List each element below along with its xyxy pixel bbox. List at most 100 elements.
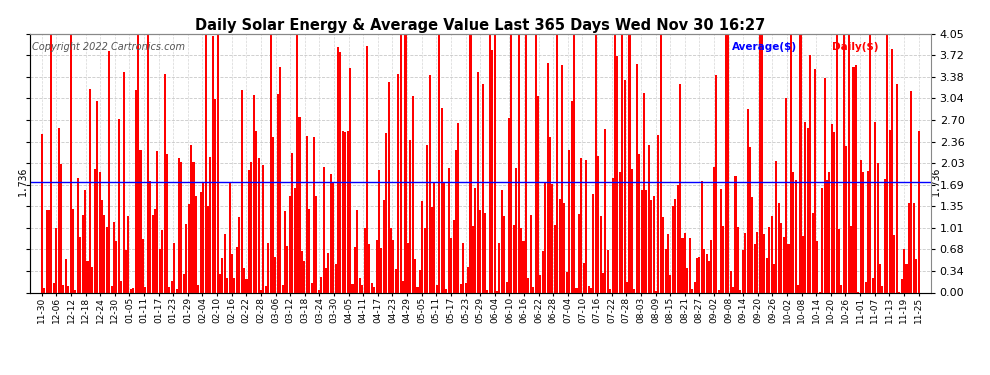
Bar [57,128,59,292]
Bar [864,282,866,292]
Bar [161,230,163,292]
Bar [168,287,170,292]
Bar [392,240,394,292]
Bar [766,258,768,292]
Bar [662,217,664,292]
Bar [77,178,79,292]
Bar [313,137,315,292]
Bar [583,262,585,292]
Bar [46,210,48,292]
Bar [590,288,592,292]
Bar [452,219,454,292]
Bar [323,167,325,292]
Bar [643,93,644,292]
Bar [335,264,337,292]
Bar [349,68,351,292]
Bar [908,203,910,292]
Bar [718,291,720,292]
Bar [496,291,498,292]
Bar [874,122,876,292]
Bar [246,279,248,292]
Bar [689,238,691,292]
Bar [744,233,746,292]
Bar [72,209,74,292]
Bar [431,207,433,292]
Bar [149,180,151,292]
Bar [209,158,212,292]
Bar [515,168,518,292]
Bar [824,78,826,292]
Bar [614,34,616,292]
Bar [180,162,182,292]
Bar [481,84,483,292]
Bar [573,34,575,292]
Bar [248,170,249,292]
Bar [151,215,153,292]
Bar [434,183,436,292]
Bar [123,72,125,292]
Bar [188,204,190,292]
Bar [802,236,804,292]
Bar [696,258,698,292]
Bar [103,215,105,292]
Bar [609,289,611,292]
Title: Daily Solar Energy & Average Value Last 365 Days Wed Nov 30 16:27: Daily Solar Energy & Average Value Last … [195,18,765,33]
Bar [756,232,758,292]
Bar [578,214,580,292]
Bar [205,34,207,292]
Bar [236,248,238,292]
Bar [106,227,108,292]
Bar [773,264,775,292]
Bar [725,34,727,292]
Bar [913,203,915,292]
Bar [308,209,310,292]
Bar [94,169,96,292]
Bar [884,179,886,292]
Bar [133,288,135,292]
Bar [790,34,792,292]
Bar [570,100,572,292]
Bar [484,213,486,292]
Bar [604,129,607,292]
Bar [195,196,197,292]
Bar [142,239,144,292]
Bar [831,124,833,292]
Bar [667,234,669,292]
Bar [358,278,360,292]
Bar [260,290,262,292]
Bar [412,96,414,292]
Bar [464,283,466,292]
Bar [735,176,737,292]
Bar [829,172,831,292]
Bar [641,190,643,292]
Bar [694,282,696,292]
Bar [337,47,339,292]
Bar [298,117,301,292]
Text: Copyright 2022 Cartronics.com: Copyright 2022 Cartronics.com [32,42,184,51]
Bar [751,197,753,292]
Bar [859,160,861,292]
Bar [368,243,370,292]
Bar [44,288,46,292]
Bar [171,281,173,292]
Bar [118,119,120,292]
Bar [274,257,276,292]
Bar [542,251,544,292]
Bar [202,183,204,292]
Bar [91,267,93,292]
Bar [558,200,560,292]
Bar [345,132,346,292]
Bar [551,184,553,292]
Bar [518,34,520,292]
Bar [163,74,165,292]
Bar [217,34,219,292]
Bar [715,75,717,292]
Bar [158,249,160,292]
Bar [269,34,271,292]
Bar [915,259,917,292]
Bar [676,185,679,292]
Bar [460,284,462,292]
Bar [219,274,221,292]
Bar [821,188,824,292]
Bar [156,151,158,292]
